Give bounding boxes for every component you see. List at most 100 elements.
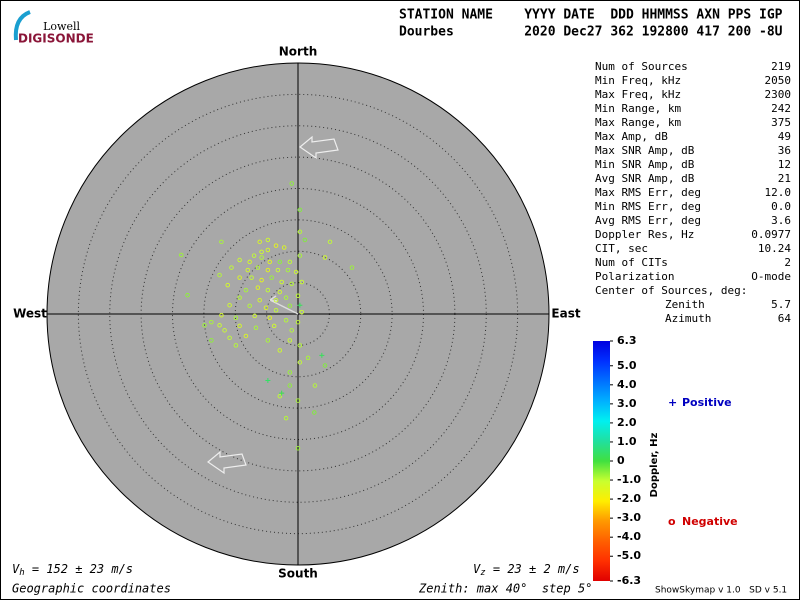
source-negative [237,257,242,263]
source-negative [281,245,287,250]
center-label: Azimuth [665,312,711,325]
legend-label: Negative [682,515,738,528]
source-negative [297,343,303,348]
value: = 23 ± 2 m/s [486,562,580,576]
colorbar-tick-label: 1.0 [617,435,637,448]
symbol: V [12,562,20,576]
stat-label: Avg SNR Amp, dB [595,172,695,185]
source-negative [273,307,279,313]
source-negative [255,285,261,290]
stat-value: 10.24 [758,242,791,255]
colorbar-tick-label: -6.3 [617,574,641,587]
source-negative [229,265,234,270]
source-negative [217,272,222,278]
stat-value: O-mode [751,270,791,283]
source-negative [251,253,257,258]
source-negative [279,279,284,285]
source-negative [269,275,274,280]
stat-label: Num of CITs [595,256,668,269]
colorbar [593,341,610,581]
version: ShowSkymap v 1.0 SD v 5.1 [655,586,787,596]
source-negative [295,398,301,403]
colorbar-tick-label: 3.0 [617,397,637,410]
skymap [46,62,550,566]
legend-label: Positive [682,396,732,409]
source-negative [249,275,254,280]
source-negative [259,249,264,255]
legend-marker: + [668,396,677,409]
source-negative [277,393,283,399]
source-negative [271,323,277,329]
source-negative [202,323,207,328]
source-negative [209,319,214,325]
stat-value: 219 [771,60,791,73]
source-negative [349,265,355,270]
source-negative [245,267,251,273]
source-negative [185,292,190,298]
source-negative [247,303,252,309]
stat-value: 12.0 [765,186,792,199]
stat-label: Min RMS Err, deg [595,200,701,213]
subscript: z [480,568,485,578]
source-negative [305,355,311,361]
source-positive [279,390,285,396]
stat-value: 375 [771,116,791,129]
source-negative [273,297,279,303]
source-negative [295,319,301,325]
source-negative [247,259,252,265]
source-negative [302,237,308,243]
source-negative [295,446,301,451]
center-title: Center of Sources, deg: [595,284,747,297]
colorbar-label: Doppler, Hz [649,433,660,498]
source-negative [227,302,232,308]
source-negative [263,305,269,310]
source-negative [297,229,303,235]
source-negative [293,269,299,275]
colorbar-tick-label: -4.0 [617,530,641,543]
header-line: Dourbes 2020 Dec27 362 192800 417 200 -8… [399,25,783,40]
source-negative [287,338,293,343]
stat-value: 12 [778,158,791,171]
center-value: 64 [778,312,792,325]
source-negative [257,239,262,245]
compass-label: East [551,307,580,321]
source-positive [297,302,303,308]
source-negative [265,267,271,273]
stat-value: 21 [778,172,791,185]
source-negative [209,338,214,343]
source-negative [289,328,294,333]
stat-label: Max Range, km [595,116,681,129]
rotation-arrow [299,135,339,160]
source-negative [289,281,294,287]
source-negative [297,253,303,258]
source-negative [283,318,289,323]
source-negative [225,282,230,288]
colorbar-tick-label: 4.0 [617,378,637,391]
source-negative [312,383,318,388]
stat-value: 49 [778,130,791,143]
stat-label: Max RMS Err, deg [595,186,701,199]
source-negative [327,239,333,245]
stat-value: 0.0 [771,200,791,213]
coords-note: Geographic coordinates [12,582,171,596]
source-negative [265,247,271,253]
stat-label: CIT, sec [595,242,648,255]
source-negative [252,313,257,319]
compass-label: South [278,567,318,581]
stat-value: 2300 [765,88,792,101]
source-negative [237,275,242,280]
source-negative [219,313,224,318]
stat-label: Avg RMS Err, deg [595,214,701,227]
source-positive [319,352,325,358]
colorbar-tick-label: 5.0 [617,359,637,372]
source-negative [265,287,271,293]
source-negative [259,277,264,283]
source-negative [275,267,281,273]
stat-label: Min Freq, kHz [595,74,681,87]
colorbar-tick-label: -5.0 [617,549,641,562]
source-negative [295,293,301,299]
source-negative [289,181,294,186]
source-negative [267,259,273,265]
stat-label: Num of Sources [595,60,688,73]
colorbar-tick-label: 6.3 [617,334,637,347]
